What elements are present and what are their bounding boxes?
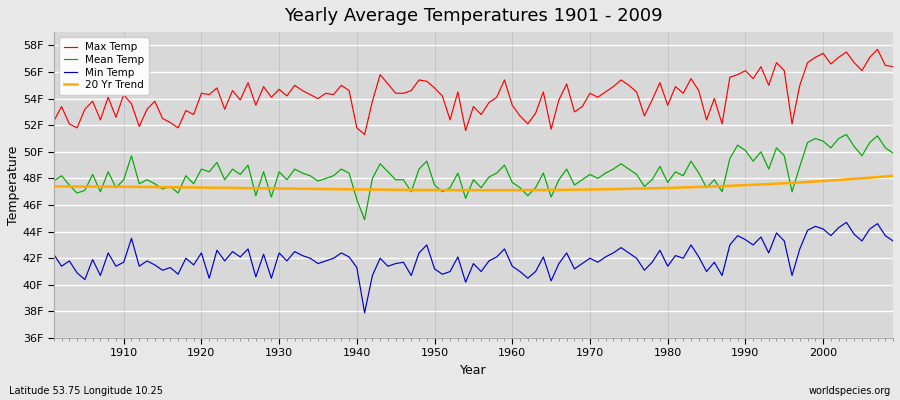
Max Temp [608,84,618,89]
Mean Temp [359,217,370,222]
Y-axis label: Temperature: Temperature [7,145,20,225]
Min Temp [282,258,292,263]
Title: Yearly Average Temperatures 1901 - 2009: Yearly Average Temperatures 1901 - 2009 [284,7,662,25]
Line: Min Temp: Min Temp [54,222,893,313]
Line: Max Temp: Max Temp [54,49,893,134]
X-axis label: Year: Year [460,364,487,377]
Mean Temp [608,167,618,172]
20 Yr Trend [887,174,898,178]
Min Temp [49,252,59,257]
Max Temp [282,94,292,98]
Text: Latitude 53.75 Longitude 10.25: Latitude 53.75 Longitude 10.25 [9,386,163,396]
Min Temp [841,220,851,225]
20 Yr Trend [515,188,526,192]
Min Temp [359,310,370,315]
20 Yr Trend [507,188,517,192]
Max Temp [515,114,526,118]
20 Yr Trend [328,187,339,192]
Max Temp [49,119,59,124]
Line: 20 Yr Trend: 20 Yr Trend [54,176,893,190]
Text: worldspecies.org: worldspecies.org [809,386,891,396]
20 Yr Trend [49,184,59,189]
Mean Temp [841,132,851,137]
Mean Temp [328,173,339,178]
Max Temp [328,92,339,97]
Mean Temp [515,185,526,190]
Min Temp [111,264,122,269]
20 Yr Trend [111,184,122,189]
Min Temp [328,256,339,261]
Line: Mean Temp: Mean Temp [54,134,893,220]
Legend: Max Temp, Mean Temp, Min Temp, 20 Yr Trend: Max Temp, Mean Temp, Min Temp, 20 Yr Tre… [59,37,149,96]
Max Temp [887,64,898,69]
Max Temp [507,103,517,108]
Min Temp [507,264,517,269]
Mean Temp [282,177,292,182]
Mean Temp [111,185,122,190]
20 Yr Trend [282,186,292,191]
20 Yr Trend [608,187,618,192]
Max Temp [359,132,370,137]
Max Temp [872,47,883,52]
Min Temp [515,269,526,274]
Mean Temp [507,180,517,185]
Min Temp [608,250,618,255]
20 Yr Trend [483,188,494,192]
Max Temp [111,115,122,120]
Min Temp [887,238,898,243]
Mean Temp [49,179,59,184]
Mean Temp [887,151,898,156]
